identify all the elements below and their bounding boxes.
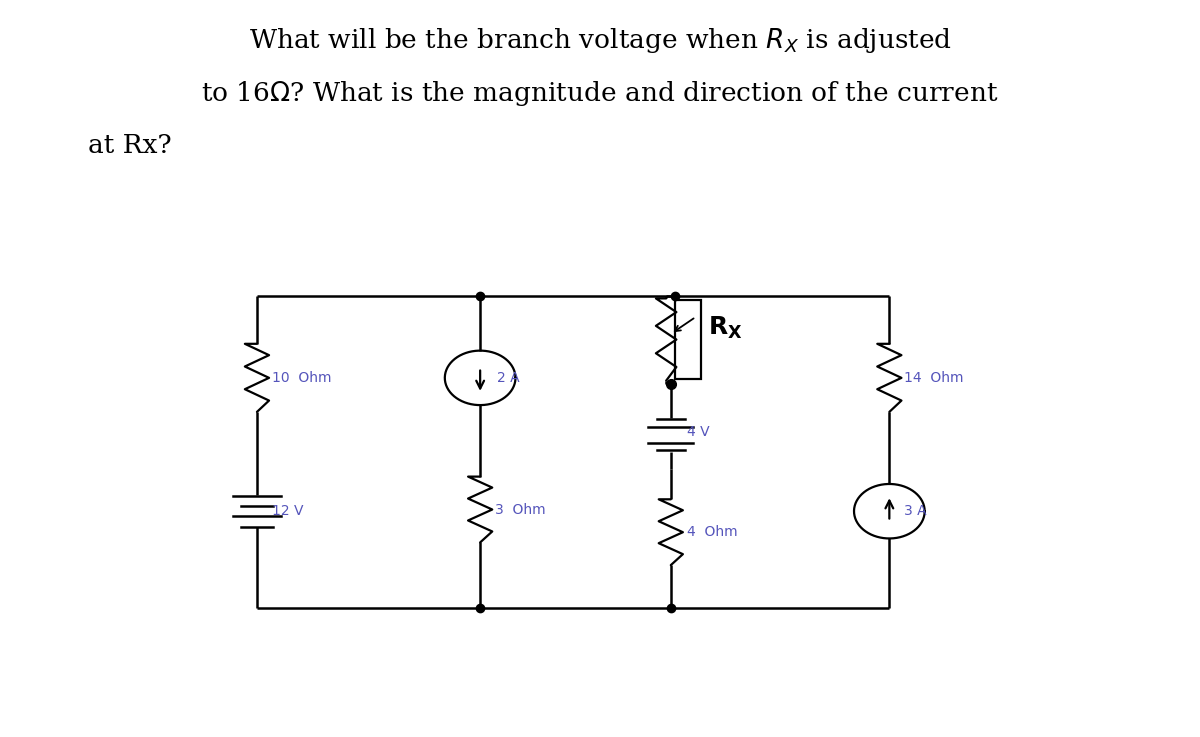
Text: 12 V: 12 V xyxy=(272,504,304,518)
Text: 4 V: 4 V xyxy=(686,425,709,439)
Text: 4  Ohm: 4 Ohm xyxy=(686,525,737,539)
Text: 10  Ohm: 10 Ohm xyxy=(272,371,331,385)
Text: 3 A: 3 A xyxy=(905,504,926,518)
Text: What will be the branch voltage when $R_X$ is adjusted: What will be the branch voltage when $R_… xyxy=(248,26,952,55)
Text: 2 A: 2 A xyxy=(497,371,520,385)
Text: to 16$\Omega$? What is the magnitude and direction of the current: to 16$\Omega$? What is the magnitude and… xyxy=(202,79,998,108)
Text: $\mathbf{R_X}$: $\mathbf{R_X}$ xyxy=(708,315,743,341)
Text: 3  Ohm: 3 Ohm xyxy=(496,503,546,517)
Text: 14  Ohm: 14 Ohm xyxy=(905,371,964,385)
Text: at Rx?: at Rx? xyxy=(88,133,172,158)
Bar xyxy=(676,300,702,379)
